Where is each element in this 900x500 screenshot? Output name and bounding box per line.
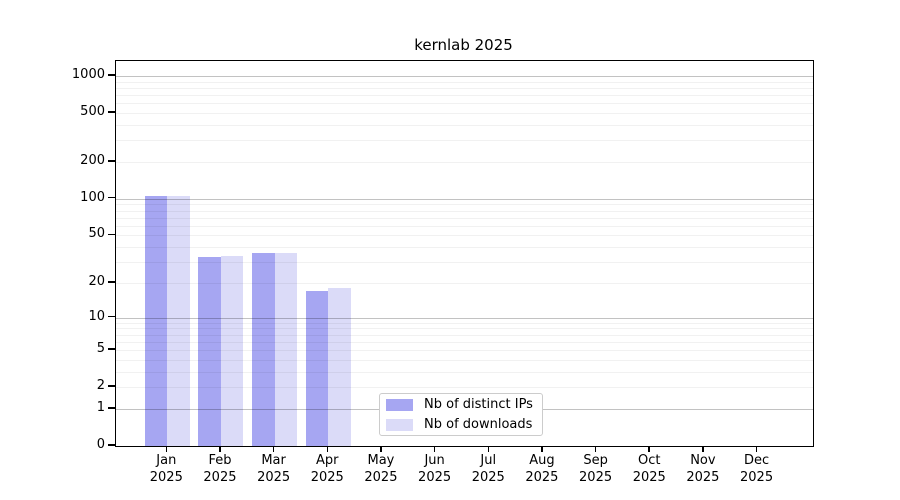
y-tick-label: 1000: [71, 66, 105, 82]
x-tick-mark: [433, 446, 436, 452]
legend-label-distinct-ips: Nb of distinct IPs: [424, 397, 533, 412]
gridline-minor: [116, 103, 813, 105]
y-tick-label: 10: [88, 308, 105, 324]
y-tick-label: 200: [80, 152, 105, 168]
gridline-minor: [116, 94, 813, 96]
bar-distinct-ips: [198, 257, 221, 446]
bar-downloads: [274, 252, 298, 446]
y-tick-mark: [108, 281, 115, 283]
x-tick-mark: [648, 446, 650, 452]
gridline-minor: [116, 350, 813, 351]
gridline-minor: [116, 282, 813, 284]
x-tick-label: Sep 2025: [579, 453, 613, 485]
legend-entry-distinct-ips: Nb of distinct IPs: [380, 396, 542, 413]
y-tick-label: 5: [96, 341, 105, 356]
gridline-major: [116, 75, 813, 77]
x-tick-label: May 2025: [364, 453, 398, 485]
y-tick-mark: [108, 407, 115, 409]
x-tick-label: Aug 2025: [525, 453, 559, 485]
gridline-minor: [116, 247, 813, 249]
gridline-minor: [116, 371, 813, 373]
x-tick-mark: [326, 446, 329, 452]
bar-distinct-ips: [252, 252, 275, 446]
bar-downloads: [328, 288, 351, 446]
gridline-minor: [116, 204, 813, 206]
gridline-minor: [116, 262, 813, 264]
x-tick-label: Jan 2025: [149, 453, 183, 485]
gridline-minor: [116, 210, 813, 212]
x-tick-label: Jul 2025: [471, 453, 505, 485]
gridline-major: [116, 198, 813, 200]
gridline-minor: [116, 359, 813, 361]
bar-distinct-ips: [144, 196, 168, 446]
y-tick-label: 0: [96, 437, 105, 452]
gridline-minor: [116, 387, 813, 389]
x-tick-mark: [541, 446, 543, 452]
y-tick-mark: [108, 444, 115, 446]
y-tick-mark: [108, 315, 115, 318]
plot-area: [115, 60, 814, 447]
x-tick-mark: [755, 446, 758, 452]
gridline-minor: [116, 124, 813, 126]
x-tick-label: Nov 2025: [686, 453, 720, 485]
gridline-minor: [116, 161, 813, 163]
x-tick-mark: [702, 446, 704, 452]
x-tick-label: Oct 2025: [632, 453, 666, 485]
bar-downloads: [220, 255, 244, 446]
gridline-minor: [116, 341, 813, 343]
x-tick-mark: [272, 446, 275, 452]
y-tick-mark: [108, 111, 115, 113]
gridline-minor: [116, 140, 813, 142]
legend-label-downloads: Nb of downloads: [424, 417, 533, 432]
y-tick-mark: [108, 233, 115, 236]
y-tick-mark: [108, 385, 115, 387]
x-tick-label: Dec 2025: [740, 453, 774, 485]
x-tick-mark: [380, 446, 382, 452]
legend-swatch-downloads: [386, 418, 413, 431]
legend-swatch-distinct-ips: [386, 398, 413, 411]
y-tick-mark: [108, 74, 115, 76]
x-tick-mark: [487, 446, 489, 452]
gridline-minor: [116, 235, 813, 237]
chart-title: kernlab 2025: [414, 36, 513, 54]
gridline-minor: [116, 87, 813, 89]
y-tick-mark: [108, 160, 115, 162]
x-tick-label: Jun 2025: [418, 453, 452, 485]
legend: Nb of distinct IPs Nb of downloads: [379, 393, 543, 436]
y-tick-label: 1: [96, 399, 105, 415]
y-tick-mark: [108, 196, 115, 199]
bar-downloads: [167, 195, 190, 446]
x-tick-label: Apr 2025: [310, 453, 344, 485]
y-tick-mark: [108, 348, 115, 350]
y-tick-label: 2: [96, 378, 105, 394]
y-tick-label: 500: [80, 103, 105, 119]
gridline-minor: [116, 328, 813, 330]
y-tick-label: 20: [88, 273, 105, 289]
x-tick-mark: [594, 446, 597, 452]
gridline-minor: [116, 217, 813, 219]
gridline-major: [116, 317, 813, 319]
gridline-minor: [116, 81, 813, 83]
x-tick-mark: [165, 446, 168, 452]
legend-entry-downloads: Nb of downloads: [380, 416, 542, 433]
bar-distinct-ips: [305, 291, 329, 446]
gridline-minor: [116, 112, 813, 114]
gridline-minor: [116, 225, 813, 227]
x-tick-mark: [219, 446, 221, 452]
x-tick-label: Mar 2025: [257, 453, 291, 485]
gridline-minor: [116, 322, 813, 324]
y-tick-label: 50: [88, 226, 105, 242]
x-tick-label: Feb 2025: [203, 453, 237, 485]
gridline-minor: [116, 334, 813, 336]
y-tick-label: 100: [80, 189, 105, 205]
